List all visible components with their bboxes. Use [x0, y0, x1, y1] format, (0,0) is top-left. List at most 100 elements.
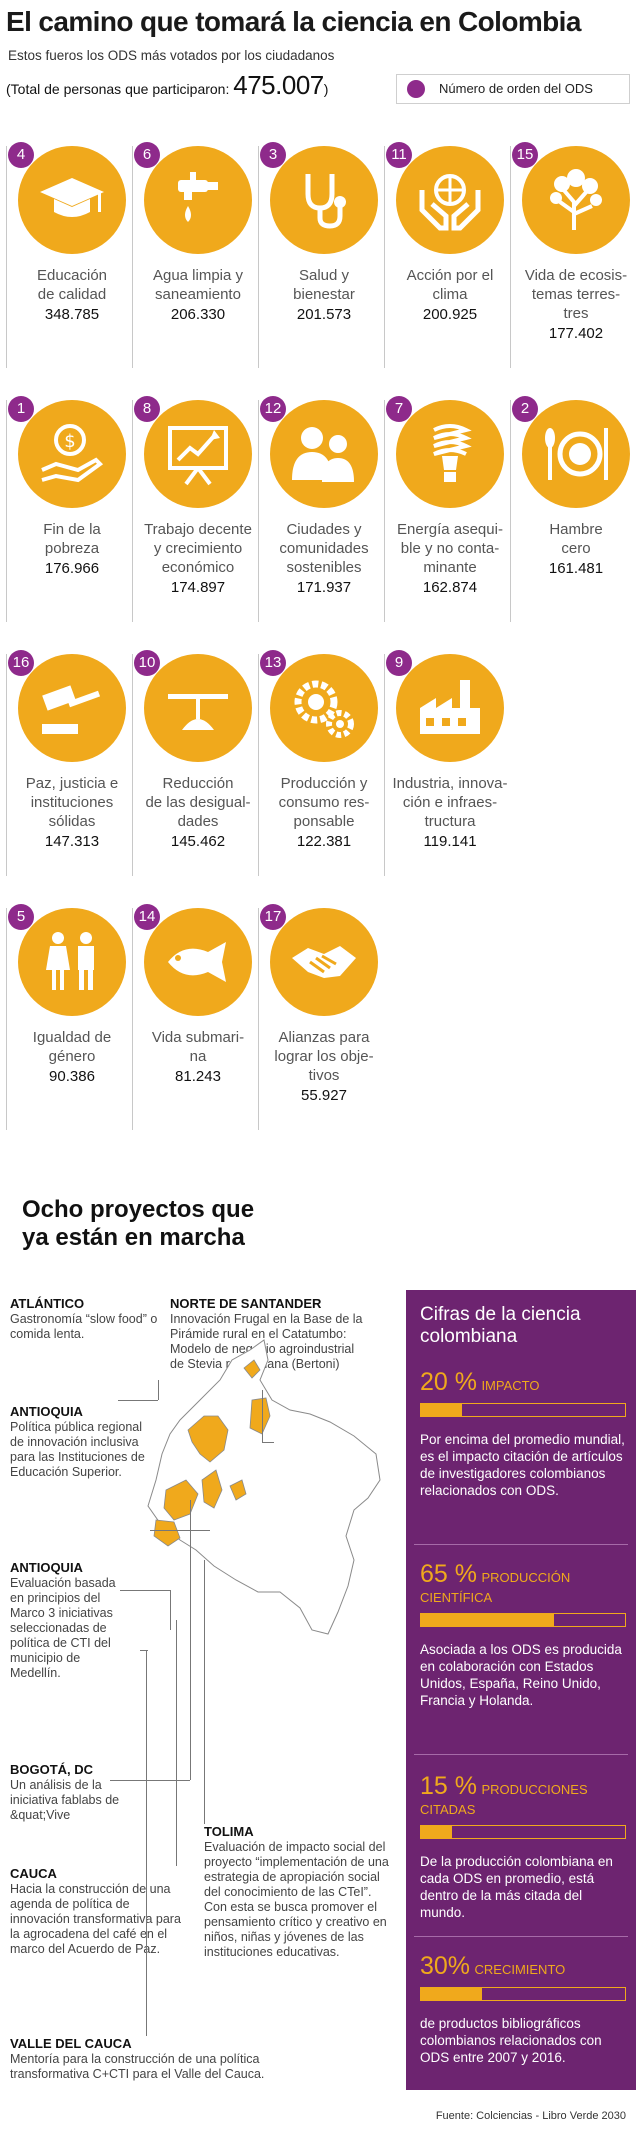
science-figures-panel: Cifras de la ciencia colombiana 20 % IMP… [406, 1290, 636, 2090]
ods-number-badge: 16 [8, 650, 34, 676]
graduation-cap-icon [38, 166, 106, 234]
svg-text:$: $ [64, 431, 75, 452]
stethoscope-icon [290, 166, 358, 234]
stat-bar-fill [421, 1988, 483, 2000]
ods-value: 200.925 [422, 306, 478, 323]
ods-label: Acción por el clima [406, 267, 494, 303]
ods-value: 174.897 [170, 579, 226, 596]
ods-value: 348.785 [44, 306, 100, 323]
ods-number-badge: 5 [8, 904, 34, 930]
ods-card: 4 Educación de calidad 348.785 [6, 138, 134, 388]
ods-label: Vida submari- na [151, 1029, 245, 1065]
project-antioquia-1: ANTIOQUIA Política pública regional de in… [10, 1404, 150, 1480]
ods-value: 171.937 [296, 579, 352, 596]
ods-label: Fin de la pobreza [43, 521, 101, 557]
ods-card: 3 Salud y bienestar 201.573 [258, 138, 386, 388]
projects-title: Ocho proyectos que ya están en marcha [22, 1196, 255, 1251]
hand-coin-icon: $ [38, 420, 106, 488]
ods-label: Reducción de las desigual- dades [145, 775, 251, 830]
ods-label: Paz, justicia e instituciones sólidas [25, 775, 119, 830]
ods-value: 119.141 [423, 833, 477, 850]
project-text: Mentoría para la construcción de una pol… [10, 2052, 265, 2081]
gears-icon [290, 674, 358, 742]
ods-number-badge: 11 [386, 142, 412, 168]
project-region: TOLIMA [204, 1824, 254, 1839]
project-bogota: BOGOTÁ, DC Un análisis de la iniciativa f… [10, 1762, 130, 1823]
project-text: Hacia la construcción de una agenda de p… [10, 1882, 181, 1956]
project-text: Innovación Frugal en la Base de la Pirám… [170, 1312, 363, 1371]
lightbulb-icon [416, 420, 484, 488]
stat-bar-fill [421, 1614, 554, 1626]
hands-globe-icon [416, 166, 484, 234]
legend: Número de orden del ODS [396, 74, 630, 104]
project-text: Evaluación basada en principios del Marc… [10, 1576, 116, 1680]
stat-value: 65 % [420, 1560, 477, 1588]
ods-number-badge: 1 [8, 396, 34, 422]
ods-label: Salud y bienestar [293, 267, 355, 303]
stat-label: IMPACTO [481, 1378, 540, 1393]
ods-card: 7 Energía asequi- ble y no conta- minante… [384, 392, 512, 642]
woman-man-icon [38, 928, 106, 996]
stat-bar-fill [421, 1404, 462, 1416]
ods-number-badge: 6 [134, 142, 160, 168]
ods-card: 10 Reducción de las desigual- dades 145.46… [132, 646, 260, 896]
project-text: Política pública regional de innovación … [10, 1420, 145, 1479]
ods-card: 11 Acción por el clima 200.925 [384, 138, 512, 388]
ods-value: 177.402 [548, 325, 604, 342]
ods-number-badge: 13 [260, 650, 286, 676]
stat-bar [420, 1613, 626, 1627]
growth-chart-icon [164, 420, 232, 488]
stat-description: de productos bibliográficos colombianos … [420, 2016, 602, 2065]
ods-label: Educación de calidad [36, 267, 108, 303]
project-atlantico: ATLÁNTICO Gastronomía “slow food” o comid… [10, 1296, 160, 1342]
ods-label: Trabajo decente y crecimiento económico [144, 521, 252, 576]
ods-label: Vida de ecosis- temas terres- tres [524, 267, 628, 322]
stat-producciones-citadas: 15 % PRODUCCIONES CITADAS De la producci… [420, 1772, 626, 1921]
project-region: VALLE DEL CAUCA [10, 2036, 132, 2051]
stat-bar-fill [421, 1826, 452, 1838]
ods-number-badge: 12 [260, 396, 286, 422]
project-cauca: CAUCA Hacia la construcción de una agenda… [10, 1866, 186, 1957]
stat-value: 30% [420, 1952, 471, 1980]
total-participants: (Total de personas que participaron: 475… [6, 70, 328, 101]
ods-number-badge: 8 [134, 396, 160, 422]
ods-card: 15 Vida de ecosis- temas terres- tres 177.… [510, 138, 638, 388]
ods-value: 55.927 [301, 1087, 347, 1104]
ods-value: 201.573 [296, 306, 352, 323]
ods-label: Alianzas para lograr los obje- tivos [274, 1029, 374, 1084]
ods-value: 90.386 [49, 1068, 95, 1085]
project-region: ATLÁNTICO [10, 1296, 85, 1311]
ods-card: 5 Igualdad de género 90.386 [6, 900, 134, 1150]
project-valle-cauca: VALLE DEL CAUCA Mentoría para la construc… [10, 2036, 310, 2082]
stat-bar [420, 1403, 626, 1417]
project-region: ANTIOQUIA [10, 1404, 83, 1419]
ods-value: 147.313 [44, 833, 100, 850]
project-text: Evaluación de impacto social del proyect… [204, 1840, 389, 1959]
project-text: Gastronomía “slow food” o comida lenta. [10, 1312, 158, 1341]
ods-card: 14 Vida submari- na 81.243 [132, 900, 260, 1150]
total-value: 475.007 [233, 70, 324, 100]
ods-number-badge: 3 [260, 142, 286, 168]
ods-card: 6 Agua limpia y saneamiento 206.330 [132, 138, 260, 388]
stat-description: Por encima del promedio mundial, es el i… [420, 1432, 625, 1498]
project-region: CAUCA [10, 1866, 57, 1881]
ods-label: Producción y consumo res- ponsable [278, 775, 370, 830]
stat-label: CRECIMIENTO [474, 1962, 566, 1977]
ods-value: 122.381 [296, 833, 352, 850]
stat-description: Asociada a los ODS es producida en colab… [420, 1642, 622, 1708]
ods-value: 176.966 [44, 560, 100, 577]
stat-produccion-cientifica: 65 % PRODUCCIÓN CIENTÍFICA Asociada a lo… [420, 1560, 626, 1709]
tree-icon [542, 166, 610, 234]
panel-title: Cifras de la ciencia colombiana [420, 1304, 581, 1347]
ods-card: 8 Trabajo decente y crecimiento económico… [132, 392, 260, 642]
ods-card: 9 Industria, innova- ción e infraes- truc… [384, 646, 512, 896]
ods-number-badge: 10 [134, 650, 160, 676]
project-region: ANTIOQUIA [10, 1560, 83, 1575]
handshake-icon [290, 928, 358, 996]
stat-label: PRODUCCIONES CITADAS [420, 1782, 588, 1817]
ods-value: 162.874 [422, 579, 478, 596]
ods-label: Hambre cero [549, 521, 603, 557]
source-credit: Fuente: Colciencias - Libro Verde 2030 [435, 2110, 626, 2122]
ods-value: 206.330 [170, 306, 226, 323]
ods-number-badge: 4 [8, 142, 34, 168]
